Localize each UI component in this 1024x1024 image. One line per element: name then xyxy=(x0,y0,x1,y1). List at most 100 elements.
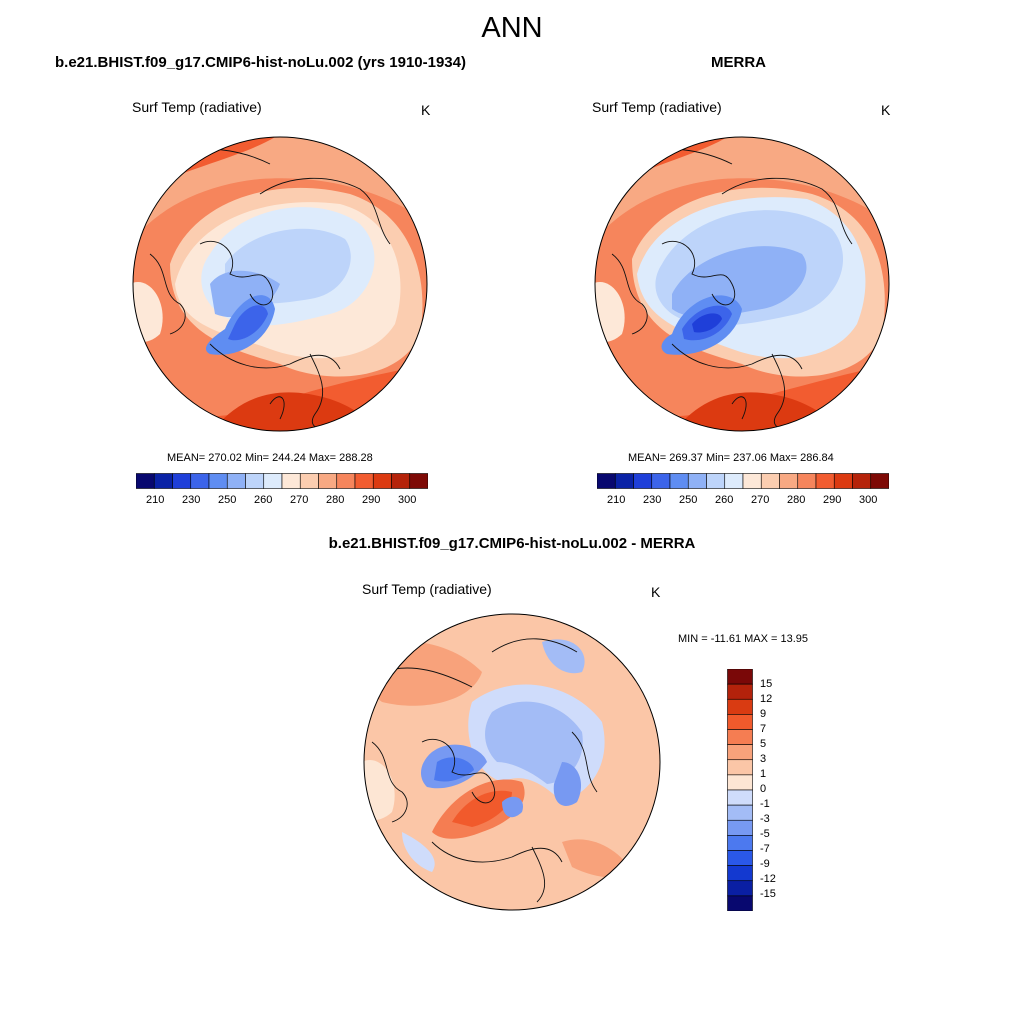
colorbar-tick: 270 xyxy=(290,494,309,506)
colorbar-tick: 280 xyxy=(326,494,345,506)
colorbar-swatch xyxy=(372,473,392,489)
colorbar-tick: -3 xyxy=(760,813,770,825)
colorbar-tick: 290 xyxy=(823,494,842,506)
colorbar-swatch xyxy=(226,473,246,489)
colorbar-tick: 250 xyxy=(218,494,237,506)
colorbar-tick: 260 xyxy=(254,494,273,506)
polar-map-obs xyxy=(594,136,890,432)
colorbar-swatch xyxy=(208,473,228,489)
colorbar-tick: 15 xyxy=(760,678,773,690)
colorbar-swatch xyxy=(727,759,753,776)
colorbar-swatch xyxy=(153,473,173,489)
colorbar-tick: -9 xyxy=(760,858,770,870)
colorbar-swatch xyxy=(727,729,753,745)
colorbar-swatch xyxy=(136,473,155,489)
panel-title-obs: MERRA xyxy=(711,54,766,71)
colorbar-tick: 290 xyxy=(362,494,381,506)
colorbar-swatch xyxy=(779,473,799,489)
colorbar-obs-ticks: 210 230 250 260 270 280 290 300 xyxy=(597,494,889,508)
colorbar-tick: 7 xyxy=(760,723,767,735)
colorbar-swatch xyxy=(687,473,707,489)
colorbar-tick: 9 xyxy=(760,708,767,720)
polar-map-diff xyxy=(363,613,661,911)
colorbar-model-ticks: 210 230 250 260 270 280 290 300 xyxy=(136,494,428,508)
colorbar-swatch xyxy=(706,473,726,489)
colorbar-swatch xyxy=(614,473,634,489)
stats-diff: MIN = -11.61 MAX = 13.95 xyxy=(678,633,809,645)
colorbar-tick: 210 xyxy=(146,494,165,506)
colorbar-obs xyxy=(597,473,889,489)
colorbar-swatch xyxy=(797,473,817,489)
colorbar-swatch xyxy=(263,473,283,489)
colorbar-swatch xyxy=(727,774,753,791)
colorbar-swatch xyxy=(742,473,762,489)
colorbar-swatch xyxy=(727,850,753,866)
colorbar-tick: -12 xyxy=(760,873,776,885)
colorbar-tick: 270 xyxy=(751,494,770,506)
colorbar-tick: 250 xyxy=(679,494,698,506)
variable-label-diff: Surf Temp (radiative) xyxy=(362,581,492,597)
polar-map-model xyxy=(132,136,428,432)
colorbar-swatch xyxy=(727,698,753,715)
colorbar-tick: 280 xyxy=(787,494,806,506)
colorbar-tick: 230 xyxy=(182,494,201,506)
colorbar-swatch xyxy=(669,473,689,489)
colorbar-swatch xyxy=(727,789,753,806)
colorbar-swatch xyxy=(724,473,744,489)
colorbar-tick: 3 xyxy=(760,753,767,765)
colorbar-model xyxy=(136,473,428,489)
colorbar-swatch xyxy=(651,473,671,489)
colorbar-swatch xyxy=(833,473,853,489)
colorbar-swatch xyxy=(727,895,753,911)
colorbar-tick: 5 xyxy=(760,738,767,750)
variable-label-model: Surf Temp (radiative) xyxy=(132,99,262,115)
colorbar-tick: -1 xyxy=(760,798,770,810)
colorbar-tick: 0 xyxy=(760,783,767,795)
colorbar-swatch xyxy=(727,835,753,851)
colorbar-tick: 1 xyxy=(760,768,767,780)
colorbar-tick: 300 xyxy=(859,494,878,506)
panel-title-model: b.e21.BHIST.f09_g17.CMIP6-hist-noLu.002 … xyxy=(55,54,466,71)
colorbar-tick: 230 xyxy=(643,494,662,506)
stats-model: MEAN= 270.02 Min= 244.24 Max= 288.28 xyxy=(167,452,373,464)
colorbar-swatch xyxy=(727,669,753,685)
panel-title-diff: b.e21.BHIST.f09_g17.CMIP6-hist-noLu.002 … xyxy=(328,535,696,552)
colorbar-swatch xyxy=(409,473,428,489)
colorbar-swatch xyxy=(727,683,753,700)
units-label-obs: K xyxy=(881,102,891,118)
colorbar-tick: -5 xyxy=(760,828,770,840)
colorbar-swatch xyxy=(633,473,653,489)
figure-title: ANN xyxy=(481,12,543,44)
stats-obs: MEAN= 269.37 Min= 237.06 Max= 286.84 xyxy=(628,452,834,464)
colorbar-swatch xyxy=(336,473,356,489)
colorbar-tick: 210 xyxy=(607,494,626,506)
colorbar-swatch xyxy=(727,744,753,761)
colorbar-swatch xyxy=(597,473,616,489)
colorbar-tick: -15 xyxy=(760,888,776,900)
colorbar-tick: 300 xyxy=(398,494,417,506)
colorbar-swatch xyxy=(354,473,374,489)
colorbar-swatch xyxy=(190,473,210,489)
colorbar-swatch xyxy=(815,473,835,489)
units-label-diff: K xyxy=(651,584,661,600)
units-label-model: K xyxy=(421,102,431,118)
colorbar-tick: -7 xyxy=(760,843,770,855)
colorbar-diff xyxy=(727,669,753,911)
colorbar-swatch xyxy=(870,473,889,489)
colorbar-swatch xyxy=(727,865,753,882)
colorbar-swatch xyxy=(281,473,301,489)
colorbar-tick: 12 xyxy=(760,693,773,705)
colorbar-diff-ticks: 15 12 9 7 5 3 1 0 -1 -3 -5 -7 -9 -12 -15 xyxy=(760,669,800,911)
colorbar-swatch xyxy=(727,819,753,836)
colorbar-swatch xyxy=(245,473,265,489)
colorbar-swatch xyxy=(727,880,753,897)
colorbar-swatch xyxy=(727,714,753,730)
variable-label-obs: Surf Temp (radiative) xyxy=(592,99,722,115)
colorbar-tick: 260 xyxy=(715,494,734,506)
colorbar-swatch xyxy=(172,473,192,489)
colorbar-swatch xyxy=(760,473,780,489)
colorbar-swatch xyxy=(852,473,872,489)
colorbar-swatch xyxy=(727,804,753,821)
colorbar-swatch xyxy=(299,473,319,489)
colorbar-swatch xyxy=(391,473,411,489)
